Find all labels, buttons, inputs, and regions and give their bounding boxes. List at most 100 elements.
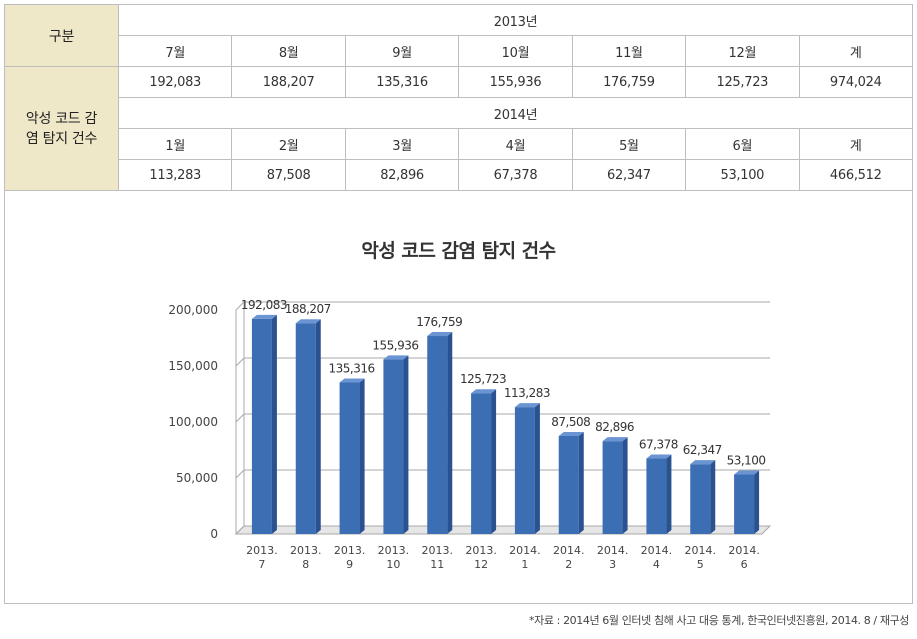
x-tick-label: 9: [346, 558, 353, 571]
bar: [602, 441, 623, 534]
data-label: 155,936: [372, 338, 418, 352]
table-row: 1월 2월 3월 4월 5월 6월 계: [5, 128, 914, 160]
x-tick-label: 7: [258, 558, 265, 571]
bar-side: [578, 431, 584, 534]
bar-top: [383, 355, 409, 360]
data-label: 176,759: [416, 315, 462, 329]
y-tick-label: 50,000: [176, 471, 218, 485]
bar-top: [514, 403, 540, 408]
bar-side: [666, 454, 672, 534]
bar-side: [315, 319, 321, 534]
month-cell: 2월: [231, 128, 346, 160]
bar-side: [491, 389, 497, 534]
table-row: 113,283 87,508 82,896 67,378 62,347 53,1…: [5, 159, 914, 191]
x-tick-label: 2013.: [290, 544, 322, 557]
value-cell: 135,316: [344, 66, 460, 98]
value-cell: 62,347: [571, 159, 687, 191]
gridline-depth: [235, 469, 245, 479]
value-cell: 82,896: [344, 159, 460, 191]
x-tick-label: 2: [565, 558, 572, 571]
value-cell: 188,207: [231, 66, 346, 98]
x-tick-label: 2014.: [685, 544, 717, 557]
x-tick-label: 2014.: [728, 544, 760, 557]
bar: [471, 393, 492, 534]
bar: [646, 458, 667, 534]
bar-top: [471, 389, 497, 394]
value-cell: 192,083: [117, 66, 233, 98]
data-label: 192,083: [241, 298, 287, 312]
bar: [295, 323, 316, 534]
bar-side: [271, 314, 277, 534]
month-cell: 9월: [344, 35, 460, 67]
bar-top: [646, 454, 672, 459]
table-row: 구분 2013년: [4, 4, 913, 67]
y-tick-label: 200,000: [168, 303, 218, 317]
chart-title: 악성 코드 감염 탐지 건수: [361, 240, 556, 262]
data-label: 135,316: [329, 361, 375, 375]
row-label: 악성 코드 감염 탐지 건수: [4, 66, 119, 191]
month-cell: 1월: [117, 128, 233, 160]
bar: [514, 407, 535, 534]
x-tick-label: 8: [302, 558, 309, 571]
bar-top: [734, 470, 760, 475]
data-label: 67,378: [639, 438, 678, 452]
data-label: 87,508: [551, 415, 590, 429]
month-cell: 3월: [344, 128, 460, 160]
row-label-text: 악성 코드 감염 탐지 건수: [25, 110, 98, 147]
value-cell: 155,936: [458, 66, 573, 98]
data-label: 188,207: [285, 302, 331, 316]
bar-top: [690, 460, 716, 465]
bar-side: [622, 437, 628, 534]
month-cell: 7월: [117, 35, 233, 67]
bar: [734, 474, 755, 534]
x-tick-label: 2013.: [334, 544, 366, 557]
x-tick-label: 12: [474, 558, 488, 571]
bar-top: [339, 378, 365, 383]
bar-side: [403, 355, 409, 534]
bar-side: [754, 470, 760, 534]
month-cell: 4월: [458, 128, 573, 160]
category-header: 구분: [4, 4, 119, 67]
value-cell: 87,508: [231, 159, 346, 191]
bar-top: [295, 319, 321, 324]
value-cell: 113,283: [117, 159, 233, 191]
month-cell: 11월: [571, 35, 687, 67]
year-header-2013: 2013년: [118, 4, 913, 36]
bar: [558, 435, 579, 534]
chart-area: 악성 코드 감염 탐지 건수 0 50,000 100,000 150,000 200,…: [4, 198, 913, 604]
month-cell: 12월: [685, 35, 800, 67]
x-tick-label: 10: [386, 558, 400, 571]
bar-top: [602, 437, 628, 442]
x-tick-label: 11: [430, 558, 444, 571]
data-label: 125,723: [460, 372, 506, 386]
gridline-depth: [235, 357, 245, 367]
total-header-cell: 계: [798, 128, 914, 160]
bar-top: [251, 314, 277, 319]
x-tick-label: 2014.: [597, 544, 629, 557]
data-label: 113,283: [504, 386, 550, 400]
x-tick-label: 2013.: [422, 544, 454, 557]
y-tick-label: 100,000: [168, 415, 218, 429]
bar-side: [359, 378, 365, 534]
bar-top: [558, 431, 584, 436]
table-row: 7월 8월 9월 10월 11월 12월 계: [5, 35, 914, 67]
value-cell: 176,759: [571, 66, 687, 98]
bar: [690, 464, 711, 534]
bar-side: [710, 460, 716, 534]
x-tick-label: 1: [521, 558, 528, 571]
x-tick-label: 2013.: [378, 544, 410, 557]
total-value-cell: 466,512: [798, 159, 914, 191]
bar-side: [447, 332, 453, 534]
bar: [251, 318, 272, 534]
bar-side: [534, 403, 540, 534]
total-value-cell: 974,024: [798, 66, 914, 98]
y-tick-label: 0: [210, 527, 218, 541]
x-tick-label: 4: [653, 558, 660, 571]
x-tick-label: 2014.: [553, 544, 585, 557]
x-tick-label: 2014.: [641, 544, 673, 557]
bar: [427, 336, 448, 534]
bar-chart: 0 50,000 100,000 150,000 200,000 192,083 2013.…: [168, 298, 772, 571]
data-label: 82,896: [595, 420, 634, 434]
x-tick-label: 2014.: [509, 544, 541, 557]
bar-top: [427, 332, 453, 337]
